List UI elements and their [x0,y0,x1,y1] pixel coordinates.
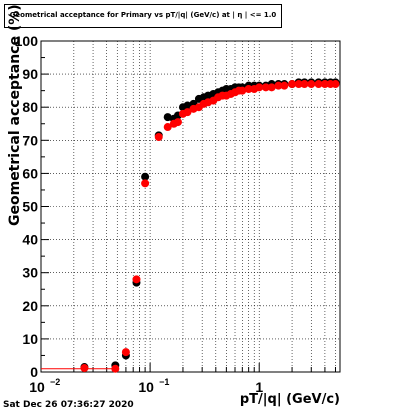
data-point-red [267,83,276,92]
chart-title-box: Geometrical acceptance for Primary vs pT… [4,4,282,28]
y-tick-label: 40 [22,232,38,248]
y-tick-label: 30 [22,265,38,281]
chart-title: Geometrical acceptance for Primary vs pT… [9,11,277,19]
y-tick-label: 80 [22,99,38,115]
x-tick-exponent: −1 [159,377,169,387]
data-point-red [183,108,192,117]
data-point-red [132,275,141,284]
x-axis-label: pT/|q| (GeV/c) [239,392,340,407]
data-point-red [244,84,253,93]
data-point-red [331,80,340,89]
data-point-black [183,101,192,110]
data-point-red [288,80,297,89]
x-tick-label: 1 [255,379,263,395]
data-point-red [238,86,247,95]
y-tick-label: 50 [22,199,38,215]
data-point-red [274,81,283,90]
data-point-red [80,364,89,373]
y-tick-label: 0 [30,364,38,380]
data-points [41,78,340,373]
data-point-black [163,113,172,122]
data-point-red [255,83,264,92]
data-point-red [314,80,323,89]
grid [41,41,340,372]
timestamp: Sat Dec 26 07:36:27 2020 [3,400,134,410]
y-tick-label: 20 [22,298,38,314]
data-point-red [300,80,309,89]
data-point-red [261,83,270,92]
y-tick-label: 90 [22,66,38,82]
data-point-red [320,80,329,89]
plot-frame [40,40,341,373]
x-tick-exponent: −2 [50,377,60,387]
data-point-black [141,172,150,181]
y-tick-label: 100 [15,33,39,49]
x-tick-label: 10 [29,379,45,395]
y-tick-label: 10 [22,331,38,347]
data-point-red [173,118,182,127]
data-point-red [294,80,303,89]
data-point-red [141,179,150,188]
y-tick-labels: 0 10 20 30 40 50 60 70 80 90 100 [15,33,39,380]
data-point-red [121,348,130,357]
x-tick-label: 10 [138,379,154,395]
y-tick-label: 70 [22,132,38,148]
data-point-red [154,132,163,141]
y-tick-label: 60 [22,165,38,181]
data-point-red [307,80,316,89]
x-tick-labels: 10 −2 10 −1 1 [29,377,263,395]
y-axis-label: Geometrical acceptance (%) [7,4,23,226]
axis-ticks [40,40,336,373]
data-point-red [280,81,289,90]
data-point-red [163,123,172,132]
